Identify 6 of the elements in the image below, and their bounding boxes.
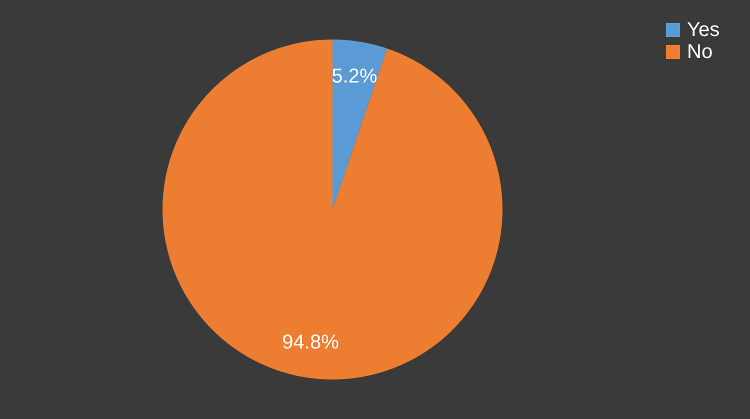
data-label: 94.8% xyxy=(282,332,340,354)
legend-label: Yes xyxy=(687,19,720,41)
data-label: 5.2% xyxy=(332,65,378,88)
pie-slice xyxy=(332,40,388,210)
legend-label: No xyxy=(687,41,713,63)
pie-slice xyxy=(162,40,502,380)
